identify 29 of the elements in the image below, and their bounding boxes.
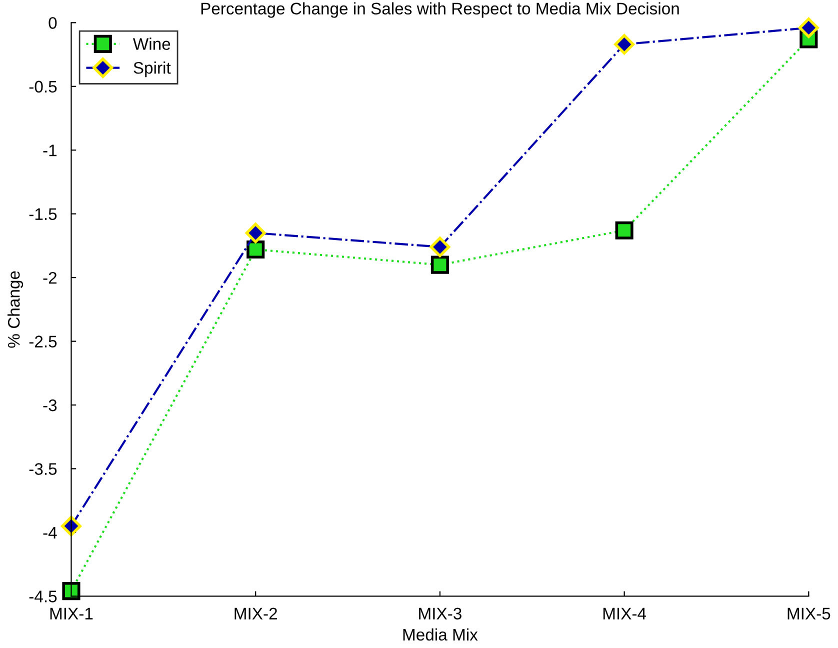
- y-axis-title: % Change: [8, 271, 24, 348]
- point: [430, 256, 449, 274]
- x-tick-label: MIX-4: [603, 608, 646, 620]
- legend-label: Spirit: [134, 62, 171, 78]
- y-tick-label: -1: [43, 144, 57, 156]
- y-tick-label: -4: [43, 527, 57, 538]
- point: [614, 34, 635, 55]
- y-tick-label: -2.5: [29, 336, 57, 348]
- y-tick-label: 0: [48, 17, 57, 29]
- point: [430, 236, 450, 258]
- x-tick-label: MIX-2: [234, 608, 277, 620]
- y-tick-label: -2: [43, 272, 57, 284]
- x-tick-label: MIX-3: [419, 608, 462, 620]
- x-tick-label: MIX-1: [50, 608, 93, 620]
- point: [245, 222, 266, 244]
- point: [61, 516, 82, 536]
- point: [246, 240, 265, 259]
- x-tick-label: MIX-5: [788, 608, 830, 620]
- y-tick-label: -1.5: [29, 208, 57, 220]
- legend-label: Wine: [132, 38, 170, 50]
- y-tick-label: -0.5: [29, 80, 57, 93]
- chart-title: Percentage Change in Sales with Respect to Media Mix Decision: [201, 2, 679, 18]
- y-tick-label: -3.5: [29, 463, 57, 475]
- point: [798, 18, 819, 38]
- point: [62, 582, 80, 600]
- x-axis-title: Media Mix: [403, 628, 478, 641]
- point: [615, 221, 634, 240]
- y-tick-label: -3: [43, 399, 57, 412]
- y-tick-label: -4.5: [29, 590, 57, 602]
